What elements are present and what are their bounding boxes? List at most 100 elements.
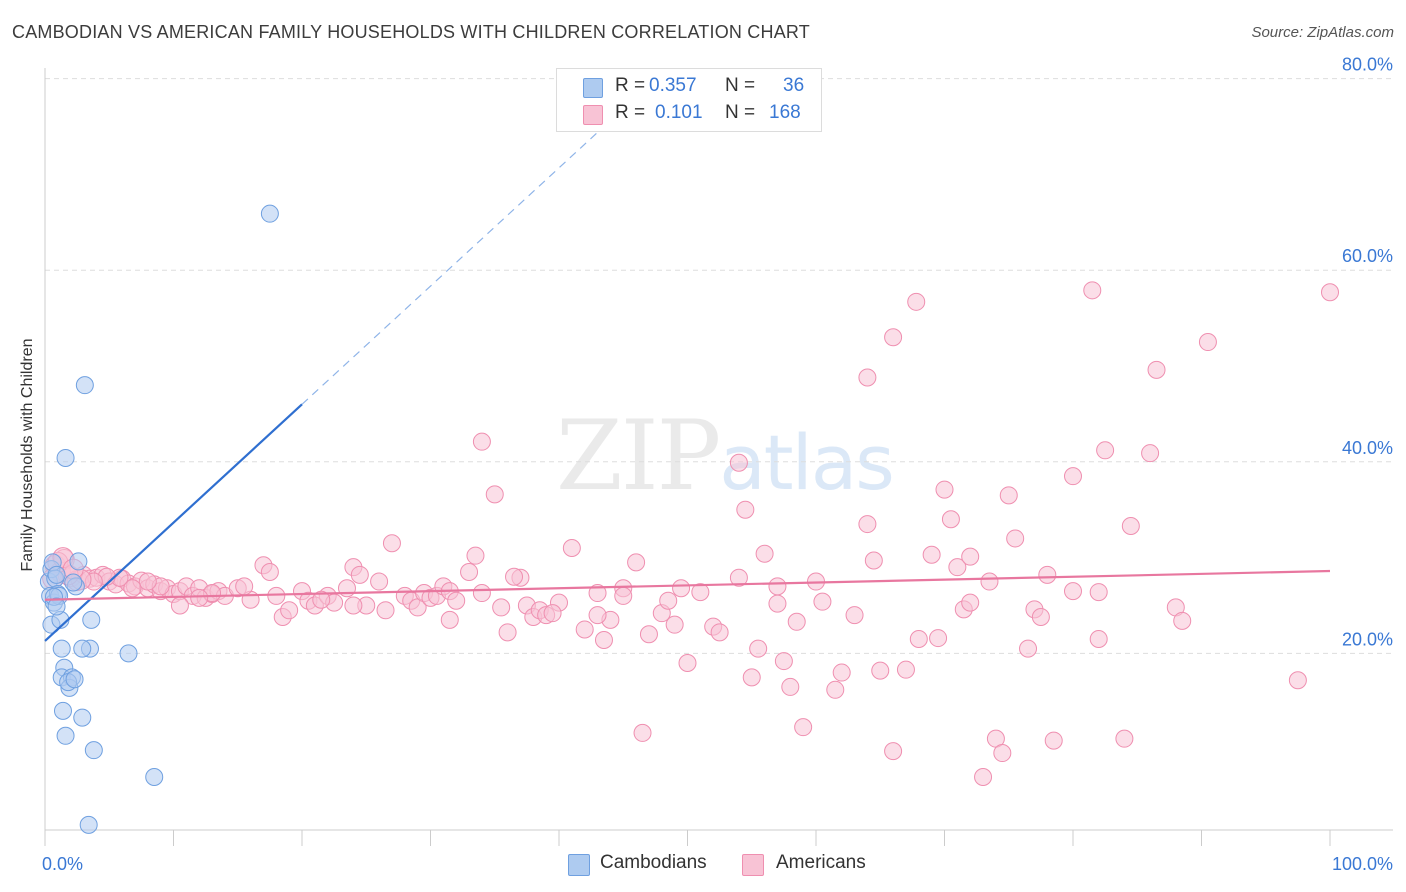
american-point [845, 606, 864, 625]
y-axis-label: Family Households with Children [19, 338, 36, 572]
american-trend-line [44, 569, 1331, 601]
cambodian-trend-line [44, 403, 303, 642]
american-point [138, 572, 157, 591]
american-point [492, 598, 511, 617]
american-point [678, 653, 697, 672]
american-point [260, 562, 279, 581]
american-point [826, 680, 845, 699]
legend-swatch-americans [742, 854, 764, 876]
grid-lines [45, 78, 1393, 654]
axes [44, 68, 1393, 846]
cambodian-point [47, 597, 66, 616]
american-point [980, 572, 999, 591]
r-label: R = [615, 75, 646, 96]
american-point [864, 551, 883, 570]
american-point [768, 594, 787, 613]
cambodian-point [260, 204, 279, 223]
data-points [39, 204, 1339, 834]
american-point [280, 601, 299, 620]
legend-swatch-cambodians [568, 854, 590, 876]
tick-labels: 20.0% 40.0% 60.0% 80.0% 0.0% 100.0% [42, 55, 1393, 874]
stats-row-cambodians: R = 0.357 N = 36 [557, 75, 821, 101]
stats-row-americans: R = 0.101 N = 168 [557, 102, 821, 128]
american-point [485, 485, 504, 504]
american-point [235, 577, 254, 596]
american-point [1147, 360, 1166, 379]
american-point [794, 718, 813, 737]
american-point [627, 553, 646, 572]
american-point [813, 592, 832, 611]
american-point [639, 625, 658, 644]
american-point [1031, 607, 1050, 626]
american-point [350, 565, 369, 584]
legend-label-americans: Americans [776, 852, 866, 873]
watermark-atlas: atlas [719, 418, 895, 507]
cambodian-point [79, 815, 98, 834]
american-point [1019, 639, 1038, 658]
american-point [543, 604, 562, 623]
american-point [575, 620, 594, 639]
american-point [1198, 333, 1217, 352]
cambodian-point [75, 376, 94, 395]
r-value: 0.357 [649, 75, 697, 96]
cambodian-point [145, 767, 164, 786]
american-point [588, 584, 607, 603]
american-point [633, 723, 652, 742]
watermark: ZIPatlas [556, 400, 895, 512]
stats-swatch-cambodians [583, 78, 603, 98]
american-point [907, 292, 926, 311]
american-point [742, 668, 761, 687]
source-label: Source: ZipAtlas.com [1251, 24, 1394, 41]
cambodian-point [69, 552, 88, 571]
american-point [594, 630, 613, 649]
american-point [382, 534, 401, 553]
american-point [1006, 529, 1025, 548]
american-point [1321, 283, 1339, 302]
cambodian-point [56, 448, 75, 467]
american-point [1141, 444, 1160, 463]
american-point [672, 579, 691, 598]
y-tick-label: 20.0% [1342, 629, 1393, 649]
american-point [170, 596, 189, 615]
american-point [447, 591, 466, 610]
american-point [736, 500, 755, 519]
american-point [440, 610, 459, 629]
american-point [614, 586, 633, 605]
trend-lines [44, 126, 1331, 642]
american-point [691, 583, 710, 602]
american-point [948, 558, 967, 577]
american-point [472, 432, 491, 451]
legend-label-cambodians: Cambodians [600, 852, 707, 873]
n-value: 168 [769, 102, 801, 123]
american-point [562, 539, 581, 558]
american-point [1044, 731, 1063, 750]
american-point [1115, 729, 1134, 748]
american-point [312, 590, 331, 609]
n-label: N = [725, 75, 756, 96]
american-point [267, 586, 286, 605]
american-point [659, 591, 678, 610]
american-point [961, 547, 980, 566]
american-point [1064, 467, 1082, 486]
american-point [1083, 281, 1102, 300]
cambodian-point [73, 639, 92, 658]
american-point [755, 544, 774, 563]
american-point [858, 515, 877, 534]
american-point [787, 612, 806, 631]
american-point [1121, 516, 1140, 535]
cambodian-point [53, 701, 72, 720]
legend: Cambodians Americans [0, 852, 1406, 878]
chart-title: CAMBODIAN VS AMERICAN FAMILY HOUSEHOLDS … [12, 22, 810, 42]
cambodian-trend-extension [301, 126, 605, 405]
american-point [929, 629, 948, 648]
american-point [749, 639, 768, 658]
american-point [1038, 565, 1057, 584]
r-value: 0.101 [655, 102, 703, 123]
american-point [472, 584, 491, 603]
n-label: N = [725, 102, 756, 123]
cambodian-point [73, 708, 92, 727]
american-point [710, 623, 729, 642]
cambodian-point [82, 610, 101, 629]
american-point [1096, 441, 1115, 460]
